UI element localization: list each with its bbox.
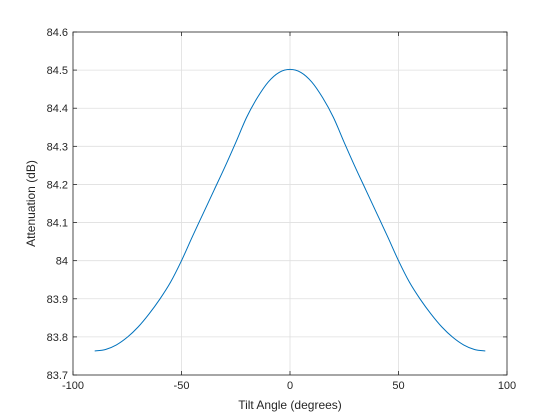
x-tick-label: -100	[62, 380, 84, 392]
y-tick-label: 84.4	[47, 103, 68, 115]
series-line	[94, 68, 486, 352]
y-tick-label: 83.8	[47, 332, 68, 344]
x-axis-label: Tilt Angle (degrees)	[238, 398, 342, 412]
x-tick-label: 50	[392, 380, 404, 392]
series-group	[94, 68, 486, 352]
y-axis-label: Attenuation (dB)	[24, 160, 38, 247]
x-tick-label: 0	[287, 380, 293, 392]
y-tick-label: 84.1	[47, 218, 68, 230]
y-tick-label: 84.3	[47, 141, 68, 153]
x-tick-labels: -100 -50 0 50 100	[62, 380, 516, 392]
y-tick-label: 84	[56, 256, 68, 268]
x-tick-label: -50	[174, 380, 190, 392]
tick-marks	[72, 31, 508, 376]
y-tick-label: 84.5	[47, 65, 68, 77]
y-tick-label: 84.6	[47, 27, 68, 39]
x-tick-label: 100	[498, 380, 516, 392]
y-tick-label: 84.2	[47, 179, 68, 191]
y-tick-labels: 83.7 83.8 83.9 84 84.1 84.2 84.3 84.4 84.5 84.6	[47, 27, 68, 382]
y-tick-label: 83.9	[47, 294, 68, 306]
y-tick-label: 83.7	[47, 370, 68, 382]
